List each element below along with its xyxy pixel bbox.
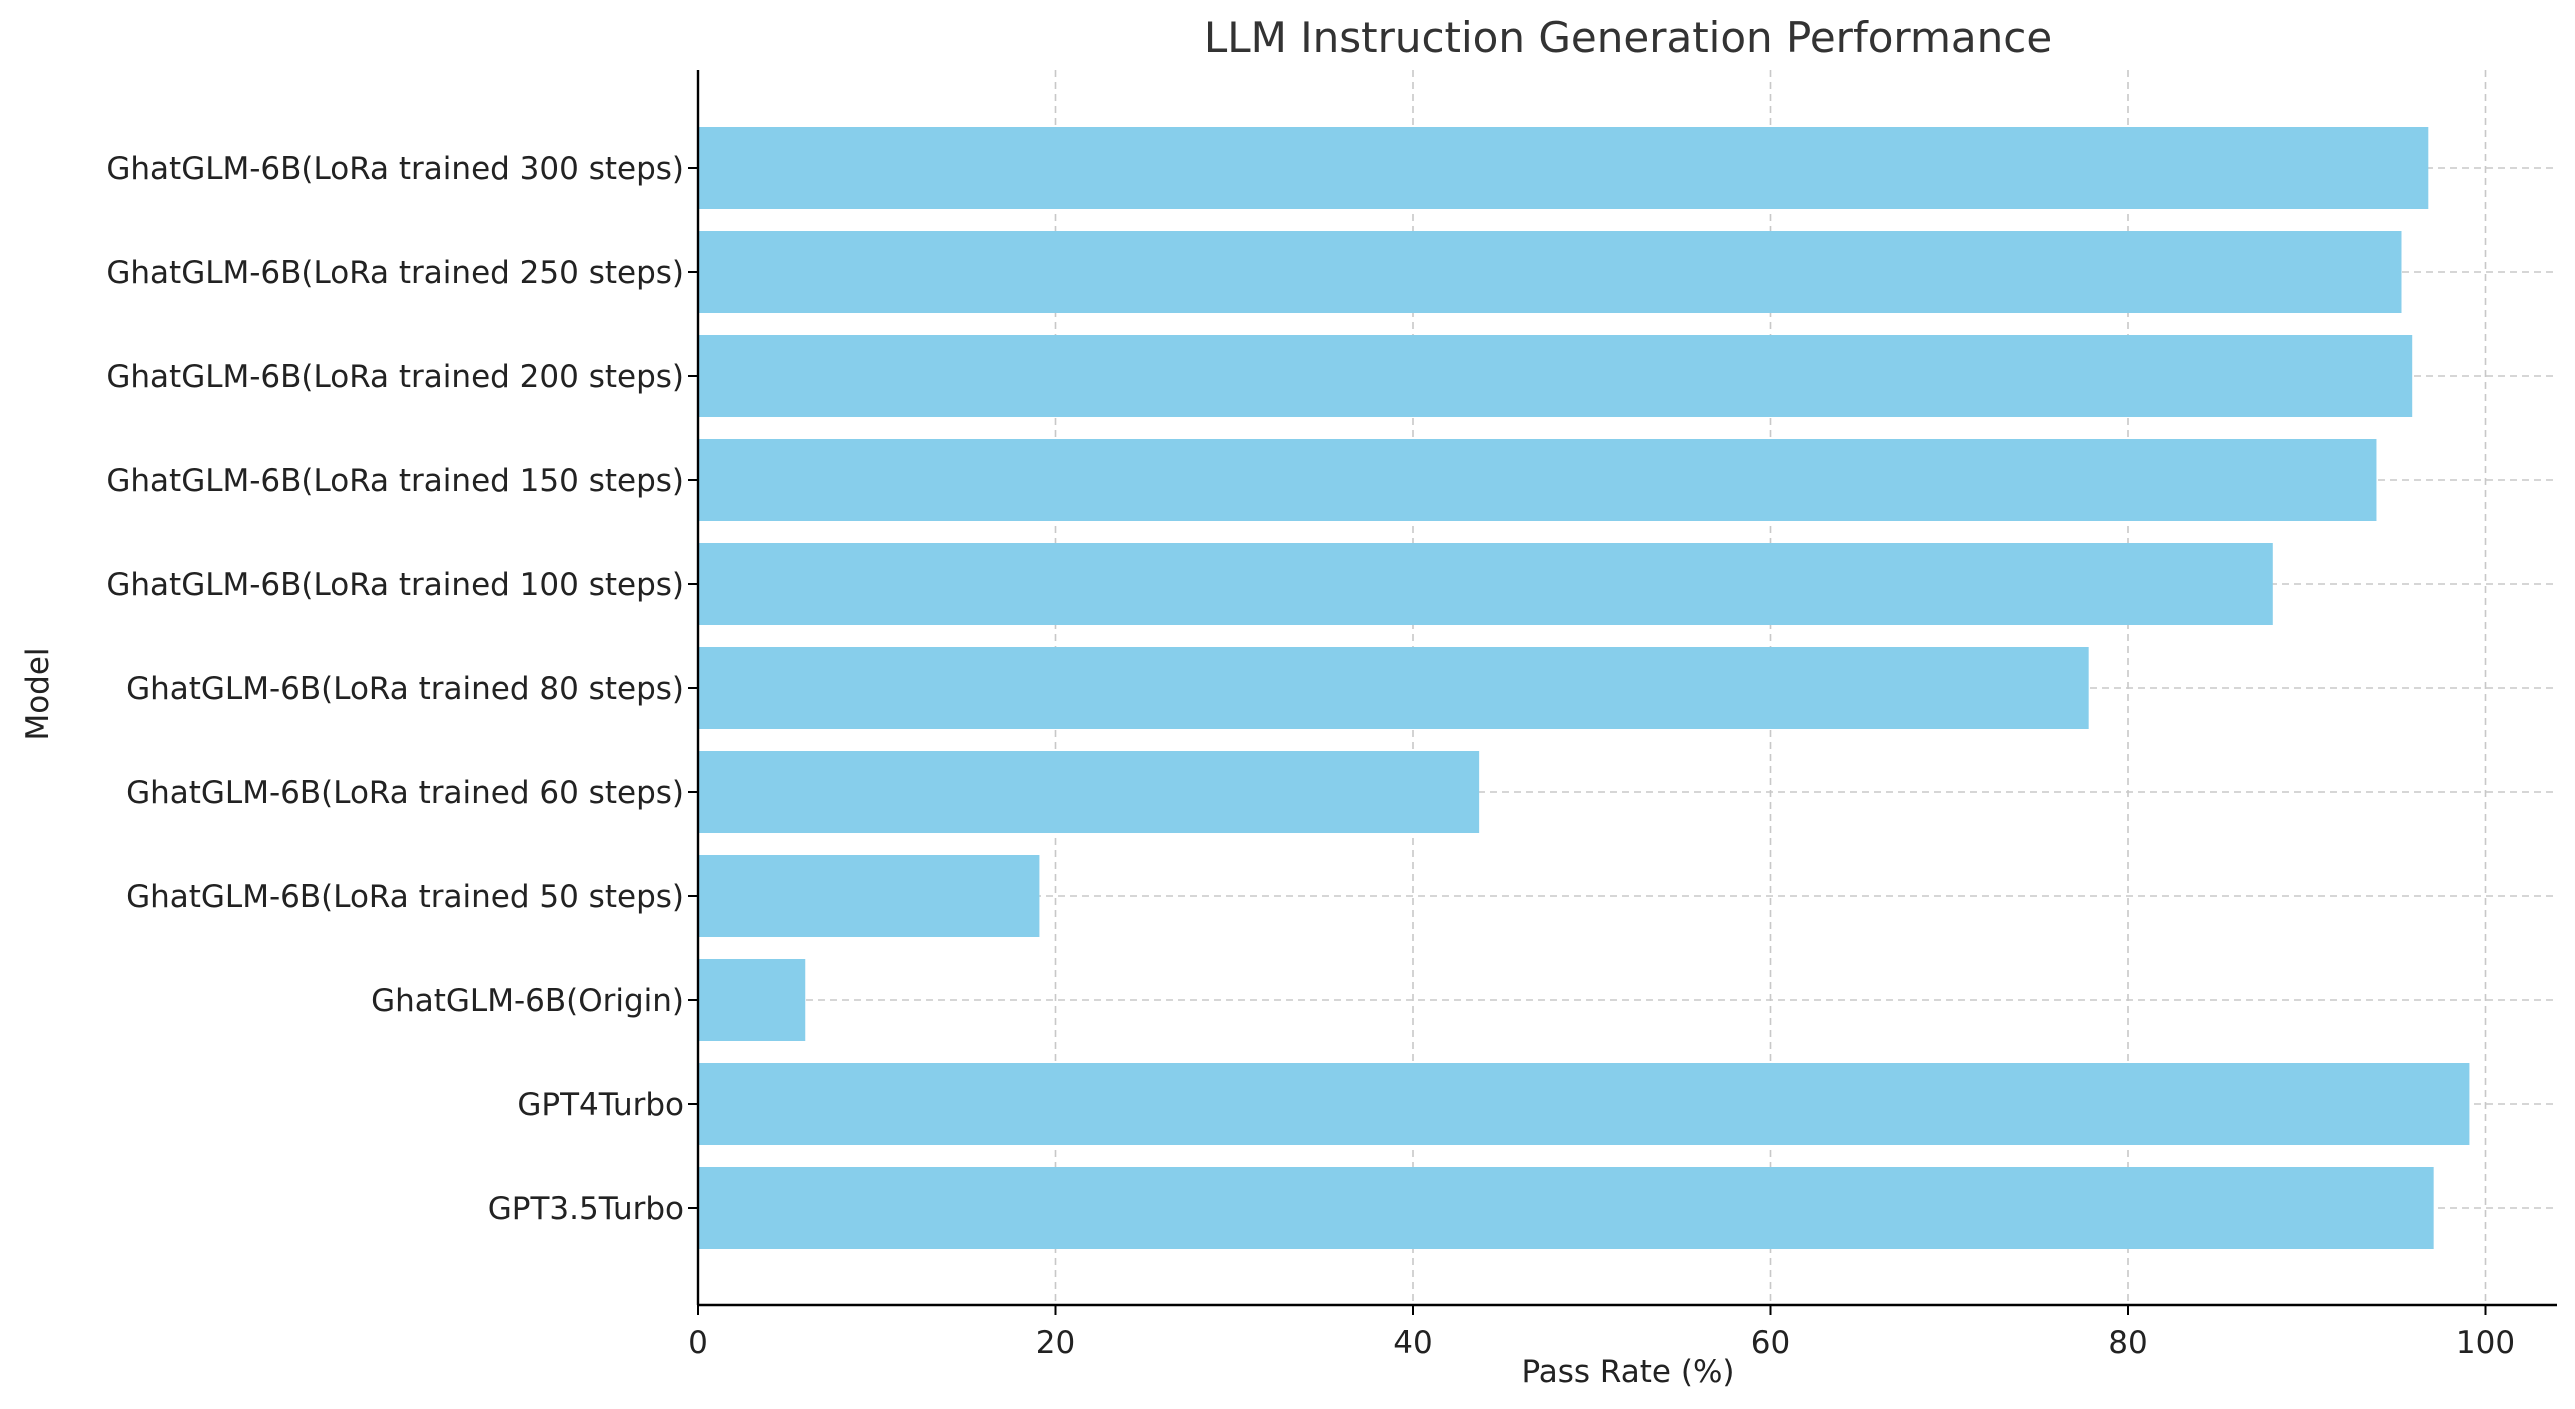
x-tick-label: 0 [688, 1325, 708, 1361]
bar [698, 959, 806, 1041]
y-tick-label: GhatGLM-6B(LoRa trained 150 steps) [106, 463, 684, 499]
chart-title: LLM Instruction Generation Performance [1204, 13, 2052, 62]
x-axis-label: Pass Rate (%) [1521, 1354, 1734, 1390]
y-tick-label: GhatGLM-6B(LoRa trained 100 steps) [106, 567, 684, 603]
x-tick-label: 40 [1393, 1325, 1432, 1361]
x-tick-label: 60 [1751, 1325, 1790, 1361]
y-tick-label: GhatGLM-6B(LoRa trained 250 steps) [106, 255, 684, 291]
y-tick-label: GhatGLM-6B(Origin) [371, 983, 684, 1019]
y-tick-label: GPT3.5Turbo [488, 1191, 684, 1227]
y-tick-label: GhatGLM-6B(LoRa trained 80 steps) [126, 671, 684, 707]
bar-layer [698, 127, 2470, 1249]
y-tick-label: GhatGLM-6B(LoRa trained 300 steps) [106, 151, 684, 187]
axis-layer [688, 70, 2557, 1315]
bar [698, 127, 2429, 209]
y-tick-label: GPT4Turbo [517, 1087, 684, 1123]
y-tick-label: GhatGLM-6B(LoRa trained 200 steps) [106, 359, 684, 395]
bar [698, 855, 1040, 937]
y-tick-label: GhatGLM-6B(LoRa trained 50 steps) [126, 879, 684, 915]
bar [698, 1063, 2470, 1145]
bar [698, 647, 2089, 729]
x-tick-label: 20 [1036, 1325, 1075, 1361]
label-layer: 0 20 40 60 80 100 GhatGLM-6B(LoRa trained 300 … [106, 151, 2515, 1361]
y-axis-label: Model [20, 647, 56, 740]
bar [698, 1167, 2434, 1249]
x-tick-label: 100 [2456, 1325, 2515, 1361]
x-tick-label: 80 [2108, 1325, 2147, 1361]
bar [698, 751, 1480, 833]
bar [698, 231, 2402, 313]
bar [698, 439, 2377, 521]
bar [698, 335, 2413, 417]
bar [698, 543, 2273, 625]
y-tick-label: GhatGLM-6B(LoRa trained 60 steps) [126, 775, 684, 811]
